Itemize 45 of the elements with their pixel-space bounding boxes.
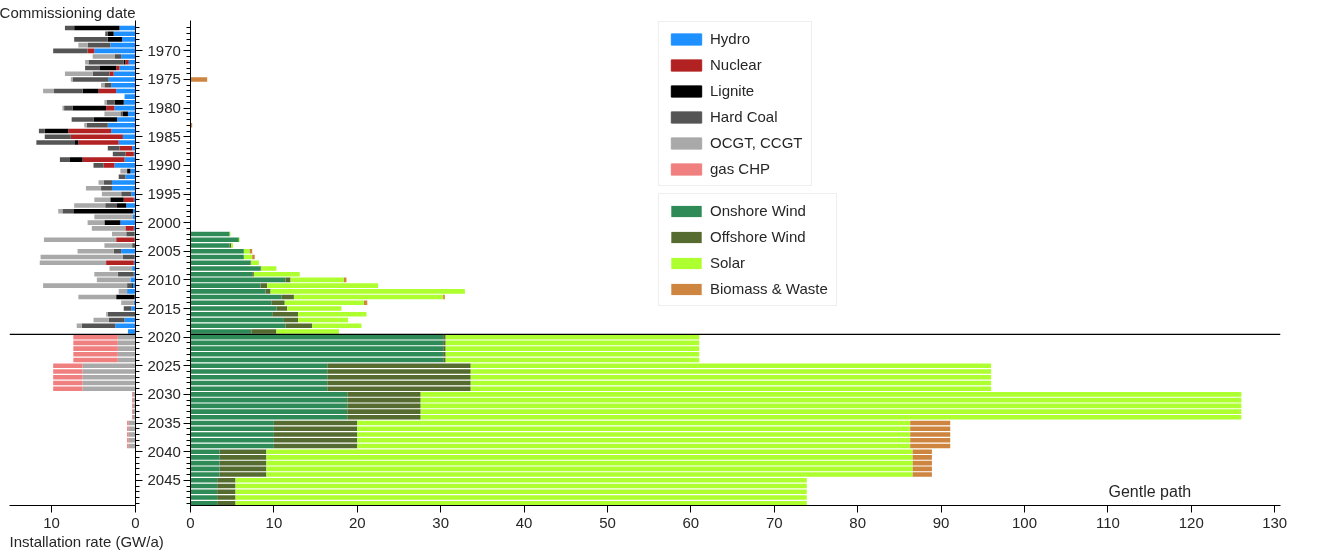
y-tick-label: 2020 xyxy=(147,328,181,346)
x-tick-label: 40 xyxy=(515,513,533,531)
x-tick-label: 110 xyxy=(1095,513,1120,531)
y-tick-label: 2040 xyxy=(147,442,181,460)
x-tick-label: 0 xyxy=(131,513,140,531)
legend-label: Hydro xyxy=(710,30,751,47)
y-tick-label: 2015 xyxy=(147,299,181,317)
legend-label: Hard Coal xyxy=(710,108,778,125)
y-tick-label: 1970 xyxy=(147,41,181,59)
legend-label: Onshore Wind xyxy=(710,202,806,219)
y-tick-label: 2030 xyxy=(147,385,181,403)
x-tick-label: 100 xyxy=(1011,513,1037,531)
x-tick-label: 10 xyxy=(265,513,283,531)
legend-label: Solar xyxy=(710,254,746,271)
x-tick-label: 60 xyxy=(682,513,700,531)
y-tick-label: 1975 xyxy=(147,70,181,88)
legend-label: Offshore Wind xyxy=(710,228,806,245)
y-tick-label: 2035 xyxy=(147,414,181,432)
x-tick-label: 10 xyxy=(43,513,60,531)
legend-label: Lignite xyxy=(710,82,755,99)
x-tick-label: 70 xyxy=(765,513,783,531)
y-tick-label: 2010 xyxy=(147,270,181,288)
y-tick-label: 2045 xyxy=(147,471,181,489)
legend-label: gas CHP xyxy=(710,160,771,177)
x-tick-label: 50 xyxy=(599,513,616,531)
legend-label: OCGT, CCGT xyxy=(710,134,803,151)
y-tick-label: 1985 xyxy=(147,127,181,145)
y-tick-label: 2005 xyxy=(147,242,181,260)
legend-label: Biomass & Waste xyxy=(710,280,828,297)
y-tick-label: 2000 xyxy=(147,213,181,231)
x-tick-label: 30 xyxy=(432,513,450,531)
x-axis-title: Installation rate (GW/a) xyxy=(9,532,164,550)
x-tick-label: 0 xyxy=(186,513,195,531)
y-tick-label: 1995 xyxy=(147,185,181,202)
y-tick-label: 2025 xyxy=(147,356,181,374)
x-tick-label: 20 xyxy=(348,513,366,531)
legend-label: Nuclear xyxy=(710,56,762,73)
annotation: Gentle path xyxy=(1108,482,1192,500)
y-tick-label: 1980 xyxy=(147,99,181,117)
y-axis-title: Commissioning date xyxy=(0,3,136,21)
x-tick-label: 90 xyxy=(932,513,950,531)
y-tick-label: 1990 xyxy=(147,156,181,174)
x-tick-label: 130 xyxy=(1262,513,1288,531)
x-tick-label: 120 xyxy=(1178,513,1204,531)
x-tick-label: 80 xyxy=(849,513,867,531)
